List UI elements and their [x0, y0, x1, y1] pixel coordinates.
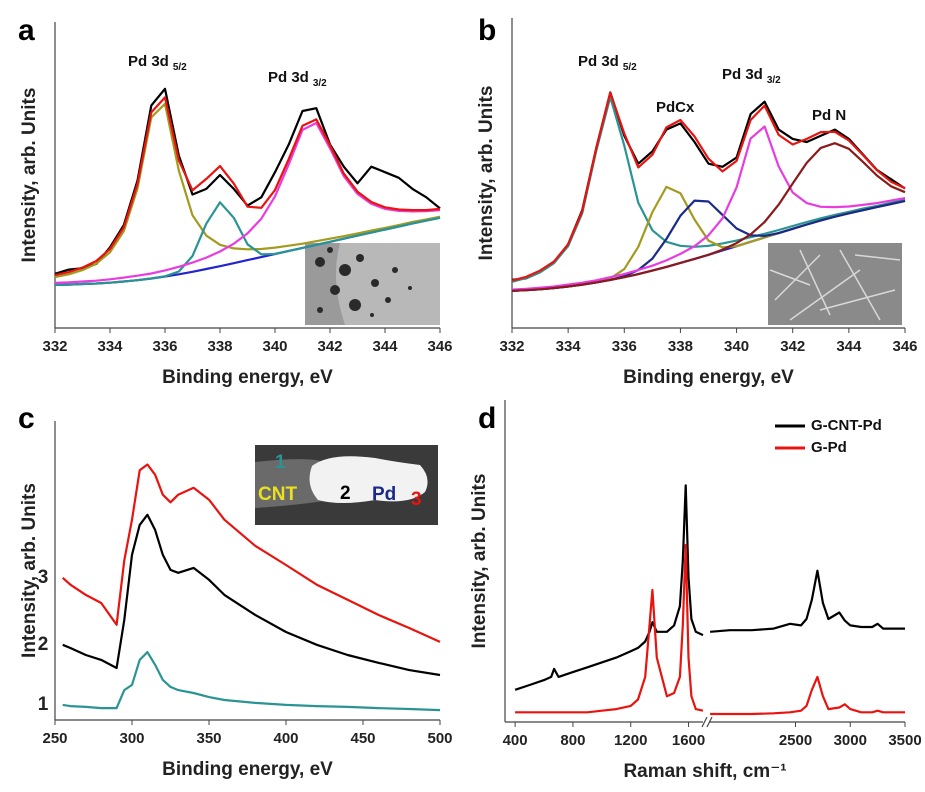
peak-annotation: PdCx — [656, 99, 695, 116]
inset-label: Pd — [372, 484, 396, 505]
series-line — [511, 91, 906, 282]
curve-label: 1 — [38, 694, 49, 715]
x-tick-label: 450 — [350, 730, 375, 747]
annotation-subscript: 5/2 — [173, 62, 187, 73]
x-tick-label: 336 — [152, 338, 177, 355]
series-line — [54, 96, 441, 277]
x-tick-label: 350 — [196, 730, 221, 747]
x-tick-label: 300 — [119, 730, 144, 747]
annotation-text: Pd 3d — [128, 53, 169, 70]
x-tick-label: 340 — [262, 338, 287, 355]
panel-label: d — [478, 402, 496, 435]
x-tick-label: 1200 — [614, 732, 647, 749]
x-axis-label: Binding energy, eV — [623, 367, 794, 388]
x-tick-label: 400 — [273, 730, 298, 747]
inset-image — [305, 243, 440, 325]
x-tick-label: 800 — [560, 732, 585, 749]
x-tick-label: 340 — [724, 338, 749, 355]
annotation-text: PdCx — [656, 99, 695, 116]
annotation-text: Pd 3d — [578, 53, 619, 70]
annotation-text: Pd 3d — [722, 66, 763, 83]
x-tick-label: 336 — [612, 338, 637, 355]
x-axis-label: Binding energy, eV — [162, 367, 333, 388]
x-tick-label: 344 — [836, 338, 862, 355]
inset-image — [255, 445, 438, 525]
series-line — [710, 675, 905, 716]
peak-annotation: Pd 3d 5/2 — [578, 53, 637, 73]
panel-label: a — [18, 14, 35, 47]
x-axis-label: Binding energy, eV — [162, 759, 333, 780]
y-axis-label: Intensity, arb. Units — [19, 483, 40, 658]
y-axis-label: Intensity, arb. Units — [469, 474, 490, 649]
legend-label: G-Pd — [811, 439, 847, 456]
x-tick-label: 338 — [668, 338, 693, 355]
panel-label: c — [18, 402, 35, 435]
x-tick-label: 334 — [97, 338, 123, 355]
inset-label: 1 — [275, 452, 286, 473]
x-tick-label: 332 — [42, 338, 67, 355]
series-line — [61, 463, 441, 643]
series-line — [54, 102, 441, 279]
curve-label: 2 — [38, 634, 49, 655]
x-tick-label: 342 — [780, 338, 805, 355]
curve-label: 3 — [38, 567, 49, 588]
peak-annotation: Pd N — [812, 107, 846, 124]
series-line — [710, 569, 905, 633]
annotation-subscript: 5/2 — [623, 62, 637, 73]
x-tick-label: 3000 — [834, 732, 867, 749]
peak-annotation: Pd 3d 5/2 — [128, 53, 187, 73]
inset-image — [768, 243, 902, 325]
peak-annotation: Pd 3d 3/2 — [268, 69, 327, 89]
x-tick-label: 250 — [42, 730, 67, 747]
series-line — [511, 142, 906, 292]
peak-annotation: Pd 3d 3/2 — [722, 66, 781, 86]
x-tick-label: 346 — [427, 338, 452, 355]
inset-label: CNT — [258, 484, 297, 505]
x-tick-label: 342 — [317, 338, 342, 355]
series-line — [514, 484, 704, 691]
x-tick-label: 500 — [427, 730, 452, 747]
x-axis-label: Raman shift, cm⁻¹ — [623, 761, 786, 782]
panel-label: b — [478, 14, 496, 47]
series-line — [54, 201, 441, 286]
x-tick-label: 400 — [503, 732, 528, 749]
annotation-subscript: 3/2 — [313, 78, 327, 89]
y-axis-label: Intensity, arb. Units — [19, 88, 40, 263]
x-tick-label: 2500 — [779, 732, 812, 749]
series-line — [62, 513, 441, 677]
inset-label: 2 — [340, 483, 351, 504]
series-line — [54, 121, 441, 284]
y-axis-label: Intensity, arb. Units — [476, 86, 497, 261]
x-tick-label: 1600 — [672, 732, 705, 749]
series-line — [62, 651, 441, 712]
series-line — [511, 125, 906, 291]
series-line — [515, 543, 704, 714]
x-tick-label: 334 — [556, 338, 582, 355]
inset-label: 3 — [411, 489, 422, 510]
x-tick-label: 344 — [372, 338, 398, 355]
legend-label: G-CNT-Pd — [811, 417, 882, 434]
annotation-text: Pd 3d — [268, 69, 309, 86]
annotation-subscript: 3/2 — [767, 75, 781, 86]
x-tick-label: 346 — [892, 338, 917, 355]
annotation-text: Pd N — [812, 107, 846, 124]
x-tick-label: 3500 — [888, 732, 921, 749]
x-tick-label: 332 — [499, 338, 524, 355]
x-tick-label: 338 — [207, 338, 232, 355]
